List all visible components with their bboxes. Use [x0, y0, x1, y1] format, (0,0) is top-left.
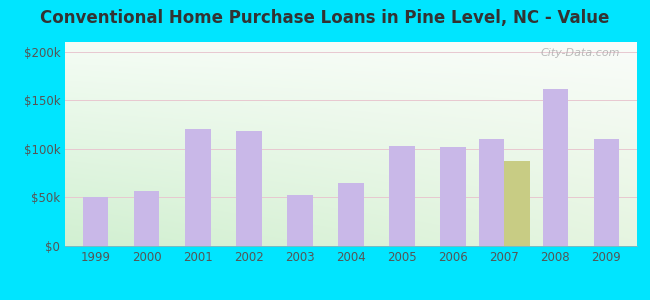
Bar [185, 129, 211, 246]
Bar [504, 160, 530, 246]
Bar [389, 146, 415, 246]
Bar [134, 190, 159, 246]
Bar [236, 131, 261, 246]
Bar [83, 197, 109, 246]
Bar [441, 147, 466, 246]
Bar [287, 196, 313, 246]
Text: Conventional Home Purchase Loans in Pine Level, NC - Value: Conventional Home Purchase Loans in Pine… [40, 9, 610, 27]
Bar [593, 139, 619, 246]
Bar [543, 88, 568, 246]
Bar [478, 139, 504, 246]
Text: City-Data.com: City-Data.com [540, 48, 620, 58]
Bar [338, 183, 364, 246]
